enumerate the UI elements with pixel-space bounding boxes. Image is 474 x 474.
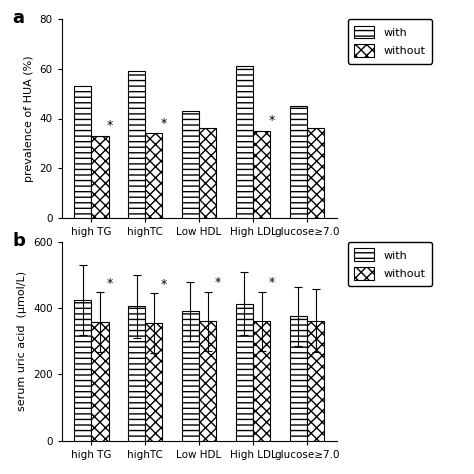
- Text: *: *: [160, 277, 167, 291]
- Bar: [145, 323, 163, 441]
- Bar: [182, 111, 199, 218]
- Legend: with, without: with, without: [347, 242, 432, 286]
- Bar: [145, 134, 163, 218]
- Bar: [199, 128, 216, 218]
- Bar: [182, 311, 199, 441]
- Bar: [128, 307, 145, 441]
- Bar: [128, 71, 145, 218]
- Text: b: b: [12, 232, 25, 250]
- Text: *: *: [160, 117, 167, 130]
- Bar: [253, 131, 270, 218]
- Text: *: *: [268, 276, 274, 289]
- Y-axis label: serum uric acid  (μmol/L): serum uric acid (μmol/L): [18, 271, 27, 411]
- Bar: [91, 136, 109, 218]
- Bar: [91, 322, 109, 441]
- Text: *: *: [268, 114, 274, 127]
- Text: *: *: [214, 276, 220, 289]
- Text: a: a: [12, 9, 24, 27]
- Text: *: *: [107, 119, 113, 132]
- Bar: [290, 106, 307, 218]
- Bar: [74, 86, 91, 218]
- Bar: [290, 317, 307, 441]
- Bar: [236, 304, 253, 441]
- Bar: [236, 66, 253, 218]
- Bar: [199, 321, 216, 441]
- Bar: [74, 300, 91, 441]
- Bar: [307, 128, 324, 218]
- Bar: [307, 321, 324, 441]
- Bar: [253, 321, 270, 441]
- Text: *: *: [107, 276, 113, 290]
- Y-axis label: prevalence of HUA (%): prevalence of HUA (%): [24, 55, 34, 182]
- Legend: with, without: with, without: [347, 19, 432, 64]
